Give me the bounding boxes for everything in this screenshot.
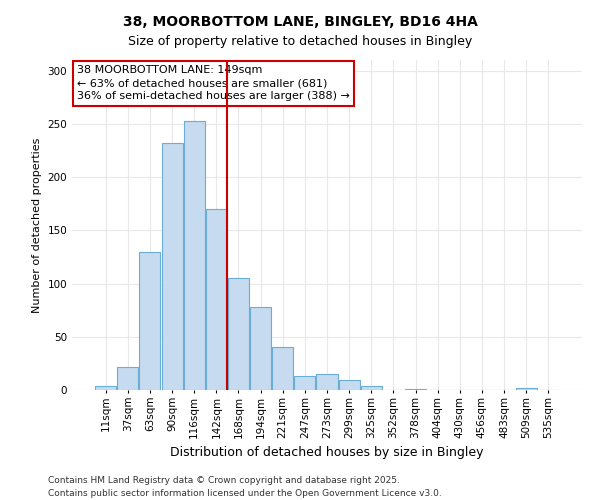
X-axis label: Distribution of detached houses by size in Bingley: Distribution of detached houses by size … bbox=[170, 446, 484, 459]
Bar bbox=[272, 348, 293, 390]
Bar bbox=[338, 380, 359, 390]
Text: 38, MOORBOTTOM LANE, BINGLEY, BD16 4HA: 38, MOORBOTTOM LANE, BINGLEY, BD16 4HA bbox=[122, 15, 478, 29]
Bar bbox=[184, 120, 205, 390]
Text: Contains HM Land Registry data © Crown copyright and database right 2025.
Contai: Contains HM Land Registry data © Crown c… bbox=[48, 476, 442, 498]
Text: 38 MOORBOTTOM LANE: 149sqm
← 63% of detached houses are smaller (681)
36% of sem: 38 MOORBOTTOM LANE: 149sqm ← 63% of deta… bbox=[77, 65, 350, 102]
Bar bbox=[295, 376, 316, 390]
Text: Size of property relative to detached houses in Bingley: Size of property relative to detached ho… bbox=[128, 35, 472, 48]
Bar bbox=[250, 307, 271, 390]
Bar bbox=[405, 389, 426, 390]
Bar bbox=[361, 386, 382, 390]
Bar bbox=[139, 252, 160, 390]
Bar bbox=[515, 388, 536, 390]
Bar bbox=[95, 386, 116, 390]
Bar bbox=[316, 374, 338, 390]
Bar bbox=[206, 209, 227, 390]
Bar bbox=[118, 366, 139, 390]
Bar bbox=[161, 143, 182, 390]
Bar bbox=[228, 278, 249, 390]
Y-axis label: Number of detached properties: Number of detached properties bbox=[32, 138, 42, 312]
